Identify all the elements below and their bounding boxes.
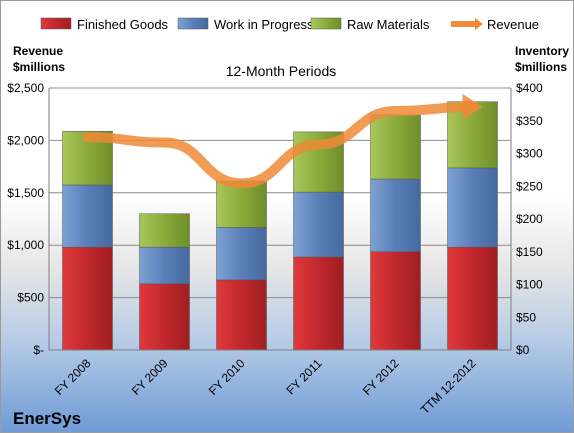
bar-finished-goods bbox=[62, 246, 113, 351]
left-tick-label: $500 bbox=[17, 291, 44, 305]
bar-raw-materials bbox=[370, 114, 421, 180]
x-tick-label: FY 2008 bbox=[52, 356, 94, 398]
gridlines bbox=[49, 87, 511, 351]
bar-work-in-progress bbox=[370, 178, 421, 252]
legend-swatch-work-in-progress bbox=[177, 17, 209, 30]
right-tick-label: $200 bbox=[516, 212, 543, 226]
right-tick-label: $400 bbox=[516, 81, 543, 95]
right-tick-label: $0 bbox=[516, 343, 530, 357]
revenue-line-path bbox=[82, 101, 478, 189]
legend: Finished Goods Work in Progress Raw Materi… bbox=[40, 17, 539, 32]
left-tick-label: $2,000 bbox=[7, 133, 44, 147]
left-tick-label: $1,500 bbox=[7, 186, 44, 200]
left-tick-label: $1,000 bbox=[7, 238, 44, 252]
x-tick-label: FY 2009 bbox=[129, 356, 171, 398]
legend-swatch-raw-materials bbox=[310, 17, 342, 30]
chart-title: 12-Month Periods bbox=[226, 63, 337, 79]
bar-finished-goods bbox=[139, 283, 190, 351]
bar-raw-materials bbox=[216, 180, 267, 228]
left-tick-label: $2,500 bbox=[7, 81, 44, 95]
bar-work-in-progress bbox=[62, 184, 113, 248]
revenue-line bbox=[82, 93, 483, 189]
bar-raw-materials bbox=[139, 213, 190, 248]
right-tick-label: $350 bbox=[516, 114, 543, 128]
right-axis-title-line1: Inventory bbox=[515, 44, 569, 58]
x-tick-label: TTM 12-2012 bbox=[418, 356, 479, 417]
bar-work-in-progress bbox=[139, 246, 190, 285]
right-tick-label: $50 bbox=[516, 310, 536, 324]
bar-finished-goods bbox=[447, 246, 498, 351]
legend-label-raw-materials: Raw Materials bbox=[347, 17, 430, 32]
right-tick-label: $150 bbox=[516, 245, 543, 259]
legend-label-revenue: Revenue bbox=[487, 17, 539, 32]
right-axis-title-line2: $millions bbox=[515, 60, 567, 74]
left-axis-title-line2: $millions bbox=[13, 60, 65, 74]
bar-work-in-progress bbox=[447, 167, 498, 248]
bar-work-in-progress bbox=[216, 227, 267, 281]
legend-swatch-finished-goods bbox=[40, 17, 72, 30]
right-tick-label: $250 bbox=[516, 179, 543, 193]
x-tick-label: FY 2011 bbox=[283, 356, 324, 397]
bar-finished-goods bbox=[216, 279, 267, 351]
bar-work-in-progress bbox=[293, 191, 344, 258]
bar-finished-goods bbox=[370, 251, 421, 351]
bars bbox=[62, 101, 498, 351]
revenue-arrowhead bbox=[462, 93, 483, 120]
legend-label-finished-goods: Finished Goods bbox=[77, 17, 169, 32]
right-tick-label: $300 bbox=[516, 147, 543, 161]
right-tick-label: $100 bbox=[516, 278, 543, 292]
bar-finished-goods bbox=[293, 256, 344, 351]
x-tick-label: FY 2010 bbox=[206, 356, 248, 398]
legend-arrow-revenue bbox=[475, 18, 483, 30]
legend-label-work-in-progress: Work in Progress bbox=[214, 17, 314, 32]
left-axis-title-line1: Revenue bbox=[13, 44, 63, 58]
company-name: EnerSys bbox=[13, 409, 81, 428]
x-tick-label: FY 2012 bbox=[360, 356, 402, 398]
left-tick-label: $- bbox=[33, 343, 44, 357]
